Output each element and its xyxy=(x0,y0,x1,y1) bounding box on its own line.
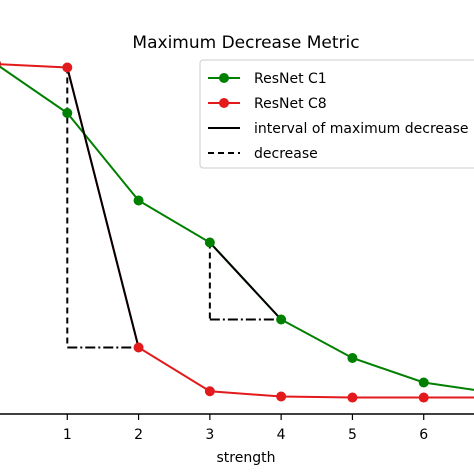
x-tick-label: 6 xyxy=(419,427,428,443)
legend-marker-series-2 xyxy=(219,98,229,108)
series-2-point xyxy=(0,61,1,67)
series-2-point xyxy=(62,62,73,73)
legend-marker-series-1 xyxy=(219,73,229,83)
series-2-point xyxy=(133,342,144,353)
legend-label-series-2: ResNet C8 xyxy=(254,96,327,112)
series-1-point xyxy=(418,377,429,388)
x-ticks: 1 2 3 4 5 6 xyxy=(63,414,428,443)
interval-line xyxy=(209,241,282,321)
x-tick-label: 1 xyxy=(63,427,72,443)
series-2-point xyxy=(347,392,358,403)
series-1-point xyxy=(133,195,144,206)
series-1-point xyxy=(204,237,215,248)
x-tick-label: 3 xyxy=(205,427,214,443)
series-2-point xyxy=(276,391,287,402)
legend-label-series-1: ResNet C1 xyxy=(254,71,327,87)
x-tick-label: 5 xyxy=(348,427,357,443)
series-1-point xyxy=(276,314,287,325)
legend-frame xyxy=(199,59,474,169)
x-tick-label: 2 xyxy=(134,427,143,443)
series-2-point xyxy=(418,392,429,403)
series-1-point xyxy=(62,108,73,118)
chart-title: Maximum Decrease Metric xyxy=(132,33,359,53)
series-2-point xyxy=(204,386,215,397)
legend: ResNet C1 ResNet C8 interval of maximum … xyxy=(199,59,474,169)
x-tick-label: 4 xyxy=(277,427,286,443)
series-1-point xyxy=(347,353,358,363)
plot-area xyxy=(0,61,474,415)
legend-label-decrease: decrease xyxy=(254,146,318,162)
interval-line xyxy=(66,67,140,348)
x-axis-label: strength xyxy=(217,450,276,466)
legend-label-interval: interval of maximum decrease xyxy=(254,121,469,137)
